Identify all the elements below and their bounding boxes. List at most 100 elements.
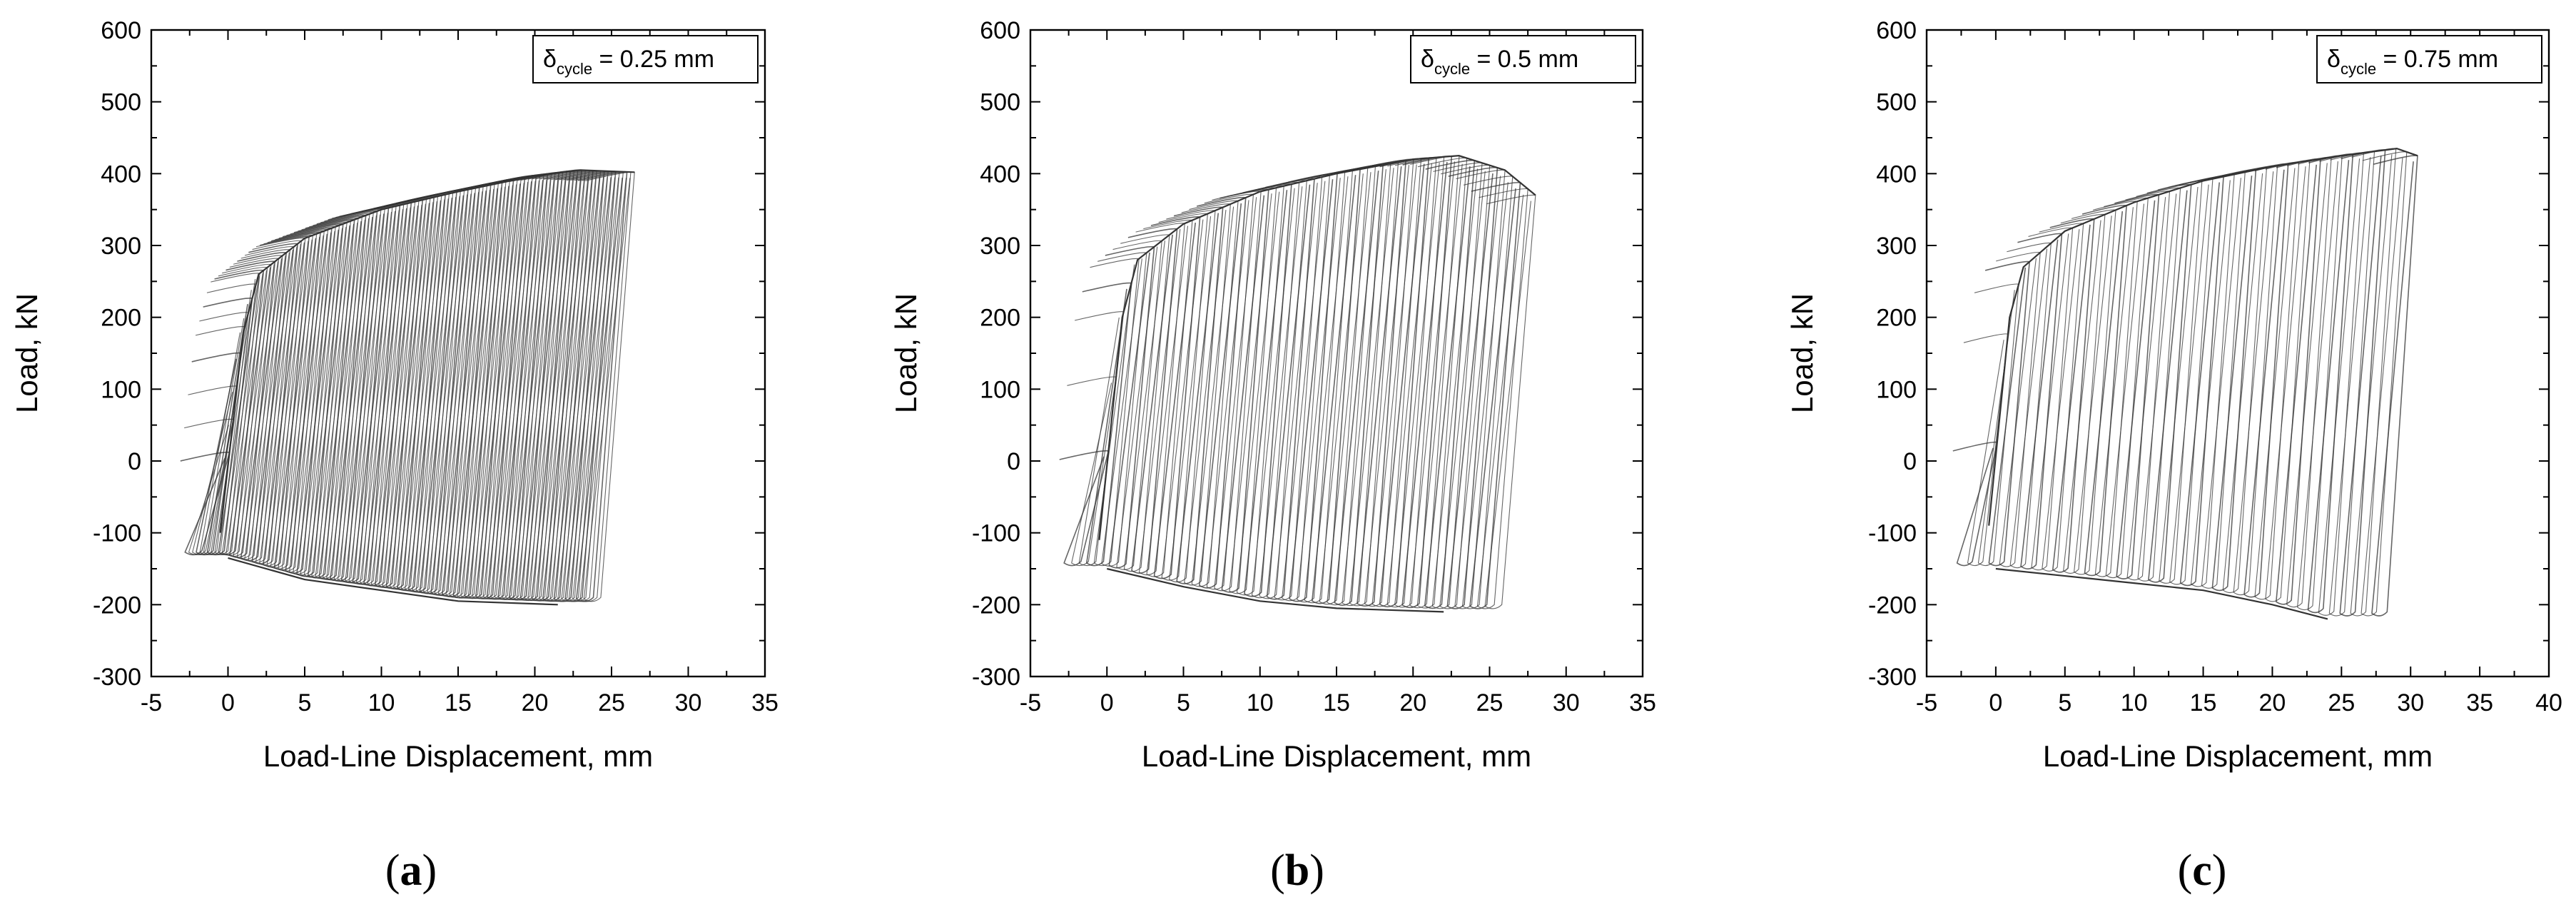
hysteresis-cycle (561, 171, 613, 602)
hysteresis-cycle (1469, 181, 1521, 609)
hysteresis-cycle (2136, 187, 2181, 582)
legend: δcycle = 0.75 mm (2316, 35, 2542, 83)
hysteresis-cycle (1112, 240, 1162, 570)
hysteresis-cycle (576, 171, 628, 602)
hysteresis-cycle (240, 249, 291, 562)
hysteresis-cycle (282, 227, 333, 574)
hysteresis-cycle (557, 171, 609, 602)
hysteresis-cycle (542, 169, 594, 602)
hysteresis-cycle (214, 269, 265, 556)
hysteresis-cycle (203, 298, 253, 556)
hysteresis-cycle (2060, 213, 2106, 574)
lower-envelope-line (228, 557, 558, 606)
hysteresis-cycle (1439, 164, 1491, 609)
hysteresis-cycle (2039, 223, 2084, 572)
hysteresis-cycle (1090, 258, 1140, 567)
hysteresis-cycle (2297, 155, 2343, 611)
x-tick-label: 0 (1989, 689, 2002, 716)
y-tick-label: 400 (980, 161, 1020, 188)
hysteresis-cycle (2017, 233, 2063, 569)
hysteresis-cycle (313, 216, 362, 579)
hysteresis-cycle (1143, 219, 1193, 577)
hysteresis-cycle (199, 312, 249, 555)
y-axis-label: Load, kN (1785, 293, 1819, 413)
x-tick-label: 30 (2397, 689, 2424, 716)
hysteresis-cycle (2104, 197, 2149, 579)
x-tick-label: 40 (2535, 689, 2562, 716)
hysteresis-cycle (549, 170, 602, 602)
x-tick-label: -5 (1916, 689, 1937, 716)
hysteresis-loops (1952, 147, 2418, 620)
y-tick-label: 300 (1876, 233, 1917, 260)
hysteresis-cycle (260, 235, 310, 568)
hysteresis-cycle (328, 210, 378, 582)
legend-box (532, 35, 759, 83)
y-tick-label: 100 (101, 376, 141, 403)
hysteresis-cycle (2125, 191, 2171, 581)
x-tick-label: 10 (2121, 689, 2148, 716)
y-tick-label: 500 (101, 89, 141, 116)
hysteresis-cycle (305, 218, 355, 579)
y-tick-label: 400 (101, 161, 141, 188)
legend-box (2316, 35, 2542, 83)
y-tick-label: 0 (128, 448, 141, 475)
y-tick-label: 600 (980, 17, 1020, 44)
hysteresis-cycle (1394, 156, 1445, 608)
hysteresis-cycle (1952, 441, 1998, 567)
hysteresis-cycle (275, 230, 325, 572)
hysteresis-cycle (1996, 251, 2041, 567)
hysteresis-cycle (1409, 155, 1460, 609)
hysteresis-cycle (2211, 169, 2257, 592)
hysteresis-cycle (539, 169, 590, 602)
hysteresis-cycle (2265, 160, 2311, 602)
hysteresis-cycle (2168, 178, 2214, 585)
hysteresis-cycle (324, 212, 374, 581)
hysteresis-cycle (564, 171, 617, 602)
y-tick-label: -300 (1868, 664, 1917, 691)
legend-text: δcycle = 0.25 mm (543, 46, 714, 78)
y-tick-label: 500 (1876, 89, 1917, 116)
y-tick-label: 300 (101, 233, 141, 260)
panel-c: -5 0 5 10 15 20 25 30 35 40 -300 -200 -100 0 100 200 300… (1785, 17, 2562, 773)
y-tick-label: -100 (93, 520, 141, 547)
hysteresis-cycle (2157, 181, 2203, 584)
hysteresis-cycle (263, 234, 313, 569)
y-tick-label: 300 (980, 233, 1020, 260)
x-tick-label: 25 (2328, 689, 2355, 716)
hysteresis-cycle (191, 352, 242, 556)
hysteresis-cycle (1173, 206, 1224, 584)
y-tick-label: 100 (1876, 376, 1917, 403)
x-tick-label: -5 (141, 689, 162, 716)
x-tick-label: 20 (2259, 689, 2286, 716)
hysteresis-cycle (2371, 155, 2418, 617)
y-tick-label: 200 (980, 305, 1020, 332)
legend-text: δcycle = 0.75 mm (2327, 46, 2498, 78)
hysteresis-cycle (1416, 157, 1468, 609)
hysteresis-cycle (553, 170, 605, 602)
y-axis-label: Load, kN (889, 293, 923, 413)
hysteresis-cycle (2275, 158, 2321, 605)
x-tick-label: 35 (1629, 689, 1656, 716)
hysteresis-cycle (2361, 151, 2408, 617)
y-tick-label: -100 (972, 520, 1020, 547)
x-tick-label: -5 (1020, 689, 1041, 716)
hysteresis-cycle (270, 231, 321, 571)
hysteresis-cycle (1454, 169, 1506, 609)
hysteresis-cycle (2146, 183, 2192, 583)
hysteresis-cycle (2114, 193, 2160, 579)
y-tick-label: 0 (1903, 448, 1917, 475)
x-tick-label: 25 (598, 689, 625, 716)
hysteresis-cycle (229, 258, 280, 559)
hysteresis-cycle (2233, 165, 2278, 596)
y-tick-label: 600 (1876, 17, 1917, 44)
hysteresis-cycle (1424, 159, 1476, 609)
caption-c: (c) (2177, 846, 2227, 895)
hysteresis-cycle (1364, 158, 1414, 607)
hysteresis-cycle (1476, 188, 1528, 609)
hysteresis-cycle (572, 171, 624, 602)
upper-envelope-line (219, 169, 635, 533)
hysteresis-cycle (1265, 178, 1315, 600)
hysteresis-cycle (2201, 171, 2246, 589)
y-tick-label: -100 (1868, 520, 1917, 547)
